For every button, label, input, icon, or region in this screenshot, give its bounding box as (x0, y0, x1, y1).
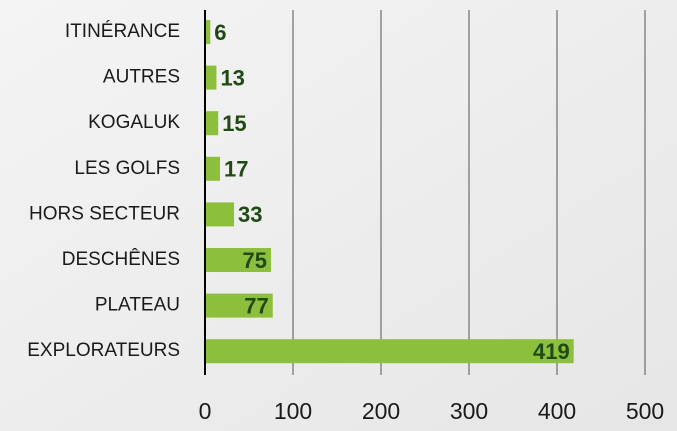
x-tick-label: 500 (626, 398, 664, 424)
value-label: 13 (220, 65, 244, 90)
value-label: 15 (222, 111, 246, 136)
x-tick-label: 300 (450, 398, 488, 424)
category-label: EXPLORATEURS (27, 340, 180, 361)
x-tick-label: 400 (538, 398, 576, 424)
bar (205, 111, 219, 136)
value-label: 33 (238, 202, 262, 227)
value-label: 6 (214, 20, 226, 45)
bar (205, 65, 217, 90)
x-tick-label: 100 (274, 398, 312, 424)
bar (205, 248, 271, 272)
bar (205, 202, 235, 227)
bar (205, 20, 211, 44)
category-label: ITINÉRANCE (65, 21, 180, 42)
bar (205, 339, 574, 364)
category-label: HORS SECTEUR (29, 203, 180, 224)
x-tick-label: 0 (199, 398, 212, 424)
value-label: 419 (533, 339, 570, 364)
category-label: LES GOLFS (74, 158, 180, 179)
value-label: 77 (244, 293, 268, 318)
bar (205, 156, 220, 181)
category-label: PLATEAU (95, 295, 180, 316)
x-tick-label: 200 (362, 398, 400, 424)
bar (205, 293, 273, 318)
category-label: KOGALUK (88, 112, 180, 133)
value-label: 17 (224, 157, 248, 182)
value-label: 75 (243, 248, 267, 273)
category-label: DESCHÊNES (62, 248, 180, 270)
category-label: AUTRES (103, 67, 180, 88)
